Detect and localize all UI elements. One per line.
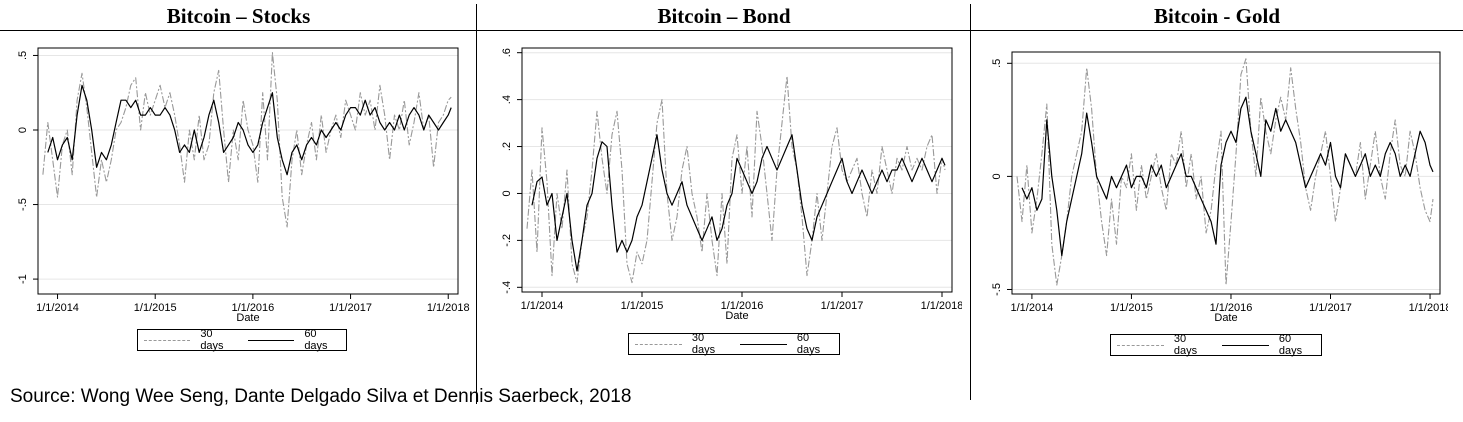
legend-swatch-60 xyxy=(1222,344,1269,346)
x-tick-label: 1/1/2015 xyxy=(621,300,664,312)
legend-gold: 30 days 60 days xyxy=(1110,333,1322,357)
y-tick-label: -.4 xyxy=(501,281,513,294)
legend-item-30: 30 days xyxy=(144,328,236,352)
x-tick-label: 1/1/2017 xyxy=(329,302,372,314)
legend-label-30: 30 days xyxy=(691,332,716,356)
chart-bond-svg: .6 .4 .2 0 -.2 -.4 1/1/2014 1/1/2015 1/1/2016 1/1… xyxy=(501,47,963,322)
panel-divider-1 xyxy=(476,4,477,404)
series-line-60-days xyxy=(47,84,452,176)
legend-swatch-60 xyxy=(248,339,295,341)
y-tick-label: 0 xyxy=(501,190,513,196)
chart-title-stocks: Bitcoin – Stocks xyxy=(166,4,311,28)
y-tick-label: -1 xyxy=(17,274,29,284)
legend-item-30: 30 days xyxy=(1117,333,1210,357)
legend-swatch-30 xyxy=(635,343,682,345)
x-tick-label: 1/1/2017 xyxy=(821,300,864,312)
legend-swatch-30 xyxy=(1117,344,1164,346)
chart-stocks: .5 0 -.5 -1 1/1/2014 1/1/2015 1/1/2016 1/1/2017… xyxy=(0,40,470,330)
chart-title-gold: Bitcoin - Gold xyxy=(1153,4,1280,28)
legend-item-60: 60 days xyxy=(1222,333,1315,357)
legend-label-60: 60 days xyxy=(304,328,328,352)
chart-title-bond: Bitcoin – Bond xyxy=(657,4,791,28)
x-tick-label: 1/1/2018 xyxy=(921,300,962,312)
y-tick-label: 0 xyxy=(17,127,29,133)
legend-label-60: 60 days xyxy=(1278,333,1303,357)
chart-gold-svg: .5 0 -.5 1/1/2014 1/1/2015 1/1/2016 1/1/2017 1/… xyxy=(991,51,1451,324)
x-tick-label: 1/1/2016 xyxy=(1210,302,1253,314)
series-line-30-days xyxy=(42,51,452,228)
x-tick-label: 1/1/2018 xyxy=(1409,302,1448,314)
y-tick-label: .5 xyxy=(991,59,1003,68)
plot-frame xyxy=(37,47,459,295)
y-tick-label: .6 xyxy=(501,48,513,57)
series-line-60-days xyxy=(1021,96,1434,257)
x-axis-label: Date xyxy=(725,310,748,322)
x-axis-label: Date xyxy=(1214,312,1237,324)
y-tick-label: 0 xyxy=(991,173,1003,179)
x-tick-label: 1/1/2016 xyxy=(231,302,274,314)
plot-frame xyxy=(1011,51,1441,295)
panel-divider-2 xyxy=(970,4,971,400)
chart-bond: .6 .4 .2 0 -.2 -.4 1/1/2014 1/1/2015 1/1/2016 1/1… xyxy=(484,40,963,330)
legend-label-30: 30 days xyxy=(1173,333,1198,357)
header-rule xyxy=(0,30,1463,31)
legend-item-30: 30 days xyxy=(635,332,728,356)
y-tick-label: -.5 xyxy=(17,198,29,211)
x-tick-label: 1/1/2018 xyxy=(427,302,470,314)
y-tick-label: -.2 xyxy=(501,234,513,247)
legend-stocks: 30 days 60 days xyxy=(137,328,347,352)
x-tick-label: 1/1/2014 xyxy=(1010,302,1053,314)
y-tick-label: .2 xyxy=(501,142,513,151)
legend-swatch-60 xyxy=(740,343,787,345)
chart-stocks-svg: .5 0 -.5 -1 1/1/2014 1/1/2015 1/1/2016 1/1/2017… xyxy=(17,47,470,324)
legend-item-60: 60 days xyxy=(248,328,340,352)
series-line-60-days xyxy=(531,134,946,272)
x-tick-label: 1/1/2014 xyxy=(521,300,564,312)
source-note: Source: Wong Wee Seng, Dante Delgado Sil… xyxy=(10,386,632,407)
x-tick-label: 1/1/2015 xyxy=(1110,302,1153,314)
x-tick-label: 1/1/2015 xyxy=(134,302,177,314)
x-tick-label: 1/1/2014 xyxy=(36,302,79,314)
legend-swatch-30 xyxy=(144,339,191,341)
plot-frame xyxy=(521,47,953,293)
y-tick-label: -.5 xyxy=(991,283,1003,296)
x-tick-label: 1/1/2017 xyxy=(1309,302,1352,314)
x-axis-label: Date xyxy=(236,312,259,324)
chart-gold: .5 0 -.5 1/1/2014 1/1/2015 1/1/2016 1/1/2017 1/… xyxy=(978,40,1451,330)
series-line-30-days xyxy=(1016,58,1434,286)
y-tick-label: .4 xyxy=(501,95,513,104)
legend-bond: 30 days 60 days xyxy=(628,332,840,356)
series-line-30-days xyxy=(526,75,946,284)
legend-item-60: 60 days xyxy=(740,332,833,356)
legend-label-30: 30 days xyxy=(200,328,224,352)
y-tick-label: .5 xyxy=(17,51,29,60)
legend-label-60: 60 days xyxy=(796,332,821,356)
x-tick-label: 1/1/2016 xyxy=(721,300,764,312)
